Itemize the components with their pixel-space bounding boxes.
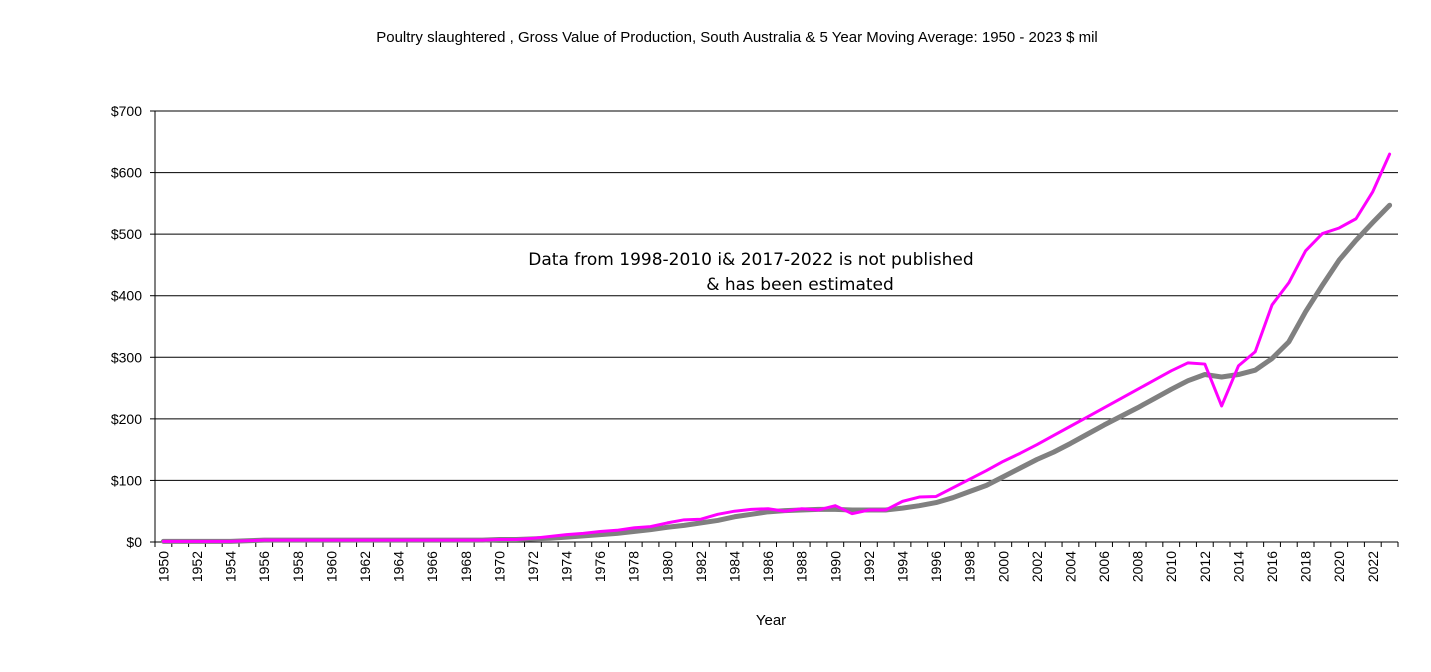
x-tick-label: 2014 <box>1230 551 1246 582</box>
chart-title: Poultry slaughtered , Gross Value of Pro… <box>376 29 1098 46</box>
y-tick-label: $300 <box>111 349 142 365</box>
x-tick-label: 1966 <box>424 551 440 582</box>
y-tick-label: $400 <box>111 288 142 304</box>
x-tick-label: 1992 <box>861 551 877 582</box>
x-tick-label: 2000 <box>995 551 1011 582</box>
x-tick-label: 2010 <box>1163 551 1179 582</box>
y-tick-label: $600 <box>111 165 142 181</box>
x-tick-label: 2018 <box>1298 551 1314 582</box>
x-tick-label: 2004 <box>1062 551 1078 582</box>
annotation-line-2: & has been estimated <box>706 275 894 295</box>
x-tick-label: 1986 <box>760 551 776 582</box>
y-tick-labels: $0 $100 $200 $300 $400 $500 $600 $700 <box>111 103 142 550</box>
x-tick-label: 1958 <box>290 551 306 582</box>
annotation-line-1: Data from 1998-2010 i& 2017-2022 is not … <box>528 250 973 270</box>
x-tick-label: 2012 <box>1197 551 1213 582</box>
y-tick-label: $700 <box>111 103 142 119</box>
x-tick-label: 1976 <box>592 551 608 582</box>
x-tick-label: 1984 <box>727 551 743 582</box>
series-line-gross-value <box>161 152 1392 543</box>
series-lines <box>160 152 1393 544</box>
x-tick-label: 1996 <box>928 551 944 582</box>
x-tick-label: 2016 <box>1264 551 1280 582</box>
x-tick-label: 2020 <box>1331 551 1347 582</box>
x-tick-labels: 1950 1952 1954 1956 1958 1960 1962 1964 1966 1968… <box>155 551 1380 582</box>
x-tick-label: 2002 <box>1029 551 1045 582</box>
x-tick-label: 2022 <box>1365 551 1381 582</box>
x-tick-label: 1954 <box>223 551 239 582</box>
x-tick-label: 1956 <box>256 551 272 582</box>
x-tick-label: 1950 <box>155 551 171 582</box>
x-tick-label: 1988 <box>794 551 810 582</box>
x-tick-label: 1982 <box>693 551 709 582</box>
x-tick-label: 1978 <box>626 551 642 582</box>
y-tick-label: $500 <box>111 226 142 242</box>
y-tick-label: $200 <box>111 411 142 427</box>
x-tick-label: 1972 <box>525 551 541 582</box>
x-tick-label: 1952 <box>189 551 205 582</box>
axes <box>150 110 1399 547</box>
x-tick-label: 1994 <box>894 551 910 582</box>
x-tick-label: 1962 <box>357 551 373 582</box>
x-tick-label: 1974 <box>559 551 575 582</box>
x-tick-label: 2008 <box>1130 551 1146 582</box>
y-tick-label: $0 <box>126 534 142 550</box>
x-tick-label: 1968 <box>458 551 474 582</box>
x-tick-label: 1998 <box>962 551 978 582</box>
gridlines <box>155 110 1398 481</box>
x-tick-label: 2006 <box>1096 551 1112 582</box>
x-tick-label: 1970 <box>491 551 507 582</box>
x-tick-label: 1960 <box>323 551 339 582</box>
x-tick-label: 1964 <box>391 551 407 582</box>
y-tick-label: $100 <box>111 472 142 488</box>
x-tick-label: 1990 <box>827 551 843 582</box>
x-tick-label: 1980 <box>659 551 675 582</box>
x-axis-label: Year <box>756 612 786 629</box>
